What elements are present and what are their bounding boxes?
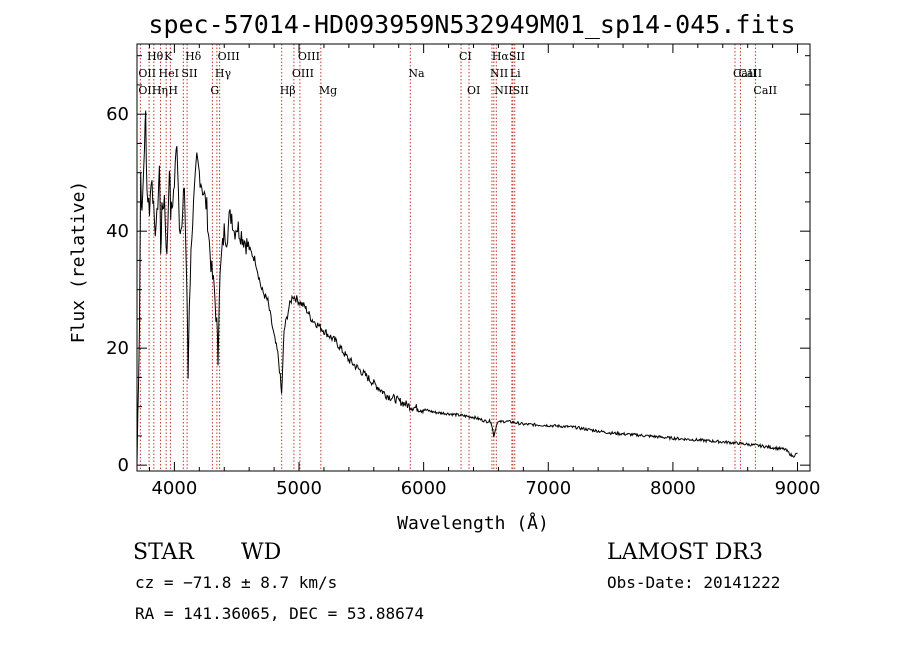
y-axis-label: Flux (relative) — [68, 181, 89, 344]
observation-date: Obs-Date: 20141222 — [607, 573, 780, 592]
spectral-line-label: Hβ — [280, 84, 296, 97]
spectral-line-label: CI — [459, 50, 472, 63]
spectral-line-label: NII — [490, 67, 508, 80]
y-tick-label: 0 — [118, 455, 129, 476]
chart-title: spec-57014-HD093959N532949M01_sp14-045.f… — [148, 10, 795, 39]
x-tick-label: 7000 — [525, 478, 571, 499]
redshift-value: cz = −71.8 ± 8.7 km/s — [135, 573, 337, 592]
spectral-line-label: Hγ — [215, 67, 232, 80]
spectral-line-label: G — [210, 84, 219, 97]
spectral-line-label: Hη — [152, 84, 168, 97]
object-class: STAR — [133, 540, 195, 565]
x-tick-label: 4000 — [151, 478, 197, 499]
x-tick-label: 8000 — [650, 478, 696, 499]
spectral-line-label: HαSII — [492, 50, 525, 63]
spectral-line-label: HeI — [159, 67, 179, 80]
x-tick-label: 9000 — [775, 478, 821, 499]
spectral-lines: Hθ K Hδ OIII OIII CI HαSII OII HeI SII Hγ OIII Na NII… — [138, 44, 777, 471]
spectral-line-label: OIII — [218, 50, 240, 63]
spectral-line-label: OII — [138, 67, 156, 80]
spectral-line-label: CaII — [738, 67, 762, 80]
axis-ticks: 4000 5000 6000 7000 8000 9000 0 20 40 60 — [106, 44, 820, 499]
spectral-line-label: H — [168, 84, 178, 97]
plot-frame — [136, 43, 811, 472]
spectral-line-label: CaII — [753, 84, 777, 97]
y-tick-label: 20 — [106, 338, 129, 359]
y-tick-label: 60 — [106, 104, 129, 125]
spectral-line-label: Hθ — [147, 50, 164, 63]
spectral-line-label: OI — [467, 84, 480, 97]
y-tick-label: 40 — [106, 221, 129, 242]
object-subclass: WD — [241, 540, 281, 565]
spectral-line-label: SII — [181, 67, 197, 80]
x-axis-label: Wavelength (Å) — [397, 512, 549, 534]
spectral-line-label: OIII — [298, 50, 320, 63]
spectral-line-label: Na — [408, 67, 425, 80]
spectral-line-label: K — [164, 50, 173, 63]
x-tick-label: 5000 — [276, 478, 322, 499]
spectral-line-label: Mg — [319, 84, 337, 97]
survey-name: LAMOST DR3 — [607, 540, 763, 565]
x-tick-label: 6000 — [401, 478, 447, 499]
spectral-line-label: CaII — [733, 67, 757, 80]
spectrum-series-line — [136, 110, 798, 466]
spectral-line-label: NIISII — [494, 84, 529, 97]
spectral-line-label: OII — [138, 84, 156, 97]
spectral-line-label: Hδ — [185, 50, 202, 63]
spectral-line-label: Li — [510, 67, 521, 80]
ra-dec-coordinates: RA = 141.36065, DEC = 53.88674 — [135, 604, 424, 623]
spectral-line-label: OIII — [292, 67, 314, 80]
